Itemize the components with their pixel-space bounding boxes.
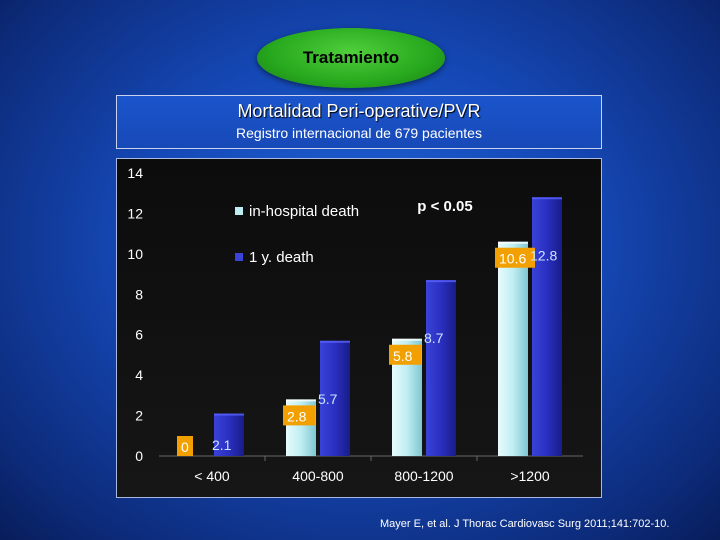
x-tick-label: < 400 [194, 468, 230, 484]
data-label-one-year: 2.1 [212, 437, 232, 453]
chart-title: Mortalidad Peri-operative/PVR [237, 101, 481, 121]
bar-top-highlight [392, 338, 422, 341]
bar-top-highlight [426, 280, 456, 283]
legend-label: 1 y. death [249, 249, 314, 266]
legend-label: in-hospital death [249, 203, 359, 220]
y-tick-label: 4 [135, 367, 143, 383]
bar-one-year-1 [320, 340, 350, 456]
data-label-one-year: 5.7 [318, 391, 338, 407]
data-label-box [495, 247, 535, 268]
citation: Mayer E, et al. J Thorac Cardiovasc Surg… [380, 518, 670, 530]
x-tick-label: 800-1200 [394, 468, 453, 484]
p-value-annotation: p < 0.05 [417, 198, 472, 215]
data-label-box [283, 405, 315, 426]
data-label-box [389, 344, 421, 365]
data-label-one-year: 12.8 [530, 247, 557, 263]
chart-frame: 0 2 4 6 8 10 12 14 < 400 400-800 800-1200 >1200 0 2.1… [116, 158, 602, 498]
bar-one-year-0 [214, 413, 244, 456]
y-tick-label: 8 [135, 286, 143, 302]
y-tick-label: 6 [135, 327, 143, 343]
bar-one-year-2 [426, 280, 456, 456]
data-label-box [177, 436, 193, 456]
legend-swatch [235, 253, 243, 261]
data-label-in-hospital: 5.8 [393, 348, 413, 364]
bar-top-highlight [214, 413, 244, 416]
data-label-in-hospital: 0 [181, 439, 189, 455]
bar-chart: 0 2 4 6 8 10 12 14 < 400 400-800 800-1200 >1200 0 2.1… [127, 165, 583, 484]
data-label-in-hospital: 10.6 [499, 251, 526, 267]
y-tick-label: 14 [127, 165, 143, 181]
tratamiento-badge: Tratamiento [257, 28, 445, 88]
chart-subtitle: Registro internacional de 679 pacientes [236, 125, 482, 141]
bar-top-highlight [498, 241, 528, 244]
bar-top-highlight [286, 399, 316, 402]
x-tick-label: 400-800 [292, 468, 344, 484]
bar-top-highlight [320, 340, 350, 343]
x-tick-label: >1200 [510, 468, 550, 484]
y-tick-label: 10 [127, 246, 143, 262]
data-label-one-year: 8.7 [424, 330, 444, 346]
y-tick-label: 0 [135, 448, 143, 464]
y-tick-label: 2 [135, 408, 143, 424]
y-tick-label: 12 [127, 205, 143, 221]
tratamiento-badge-label: Tratamiento [302, 48, 400, 67]
legend-swatch [235, 207, 243, 215]
data-label-in-hospital: 2.8 [287, 408, 307, 424]
bar-top-highlight [532, 197, 562, 200]
bar-one-year-3 [532, 197, 562, 456]
title-box: Mortalidad Peri-operative/PVR Registro i… [116, 95, 602, 149]
bar-in-hospital-3 [498, 241, 528, 456]
